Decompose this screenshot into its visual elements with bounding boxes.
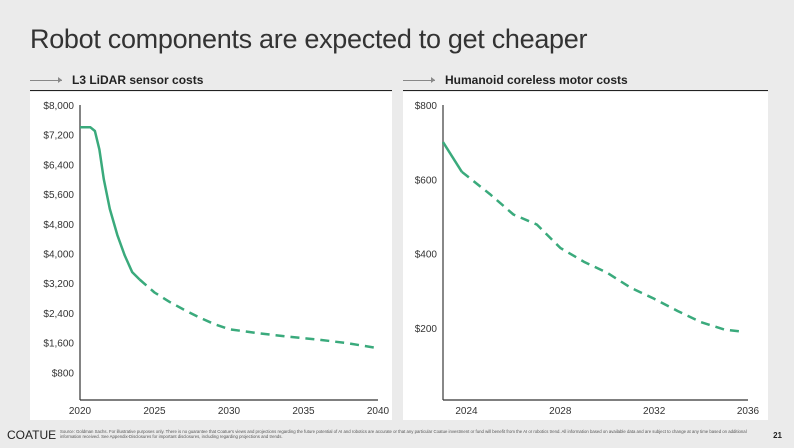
page-number: 21 (773, 431, 782, 440)
x-tick-label: 2020 (69, 406, 92, 417)
y-tick-label: $6,400 (43, 160, 74, 171)
x-tick-label: 2025 (143, 406, 166, 417)
series-line-projected (461, 170, 742, 333)
chart-panel-lidar (30, 92, 392, 420)
y-tick-label: $4,000 (43, 250, 74, 261)
y-tick-label: $2,400 (43, 309, 74, 320)
x-tick-label: 2040 (367, 406, 390, 417)
chart-header-lidar: L3 LiDAR sensor costs (30, 70, 392, 91)
page-title: Robot components are expected to get che… (30, 24, 588, 54)
y-tick-label: $7,200 (43, 131, 74, 142)
x-tick-label: 2032 (643, 406, 666, 417)
x-tick-label: 2030 (218, 406, 241, 417)
y-tick-label: $200 (415, 324, 438, 335)
arrow-icon (30, 76, 62, 83)
series-line-actual (80, 126, 141, 281)
arrow-icon (403, 76, 435, 83)
y-tick-label: $600 (415, 175, 438, 186)
chart-panel-motor (403, 92, 768, 420)
y-tick-label: $400 (415, 250, 438, 261)
y-tick-label: $800 (52, 368, 75, 379)
chart-header-motor: Humanoid coreless motor costs (403, 70, 768, 91)
source-note: Source: Goldman Sachs. For illustrative … (60, 429, 747, 439)
chart-title: Humanoid coreless motor costs (445, 73, 628, 87)
brand-logo: COATUE (7, 428, 57, 442)
series-line-actual (441, 141, 463, 173)
x-tick-label: 2035 (292, 406, 315, 417)
y-tick-label: $800 (415, 101, 438, 112)
series-line-projected (138, 278, 379, 350)
x-tick-label: 2036 (737, 406, 760, 417)
x-tick-label: 2028 (549, 406, 572, 417)
y-tick-label: $3,200 (43, 279, 74, 290)
y-tick-label: $4,800 (43, 220, 74, 231)
x-tick-label: 2024 (455, 406, 478, 417)
chart-title: L3 LiDAR sensor costs (72, 73, 204, 87)
y-tick-label: $8,000 (43, 101, 74, 112)
y-tick-label: $1,600 (43, 339, 74, 350)
y-tick-label: $5,600 (43, 190, 74, 201)
